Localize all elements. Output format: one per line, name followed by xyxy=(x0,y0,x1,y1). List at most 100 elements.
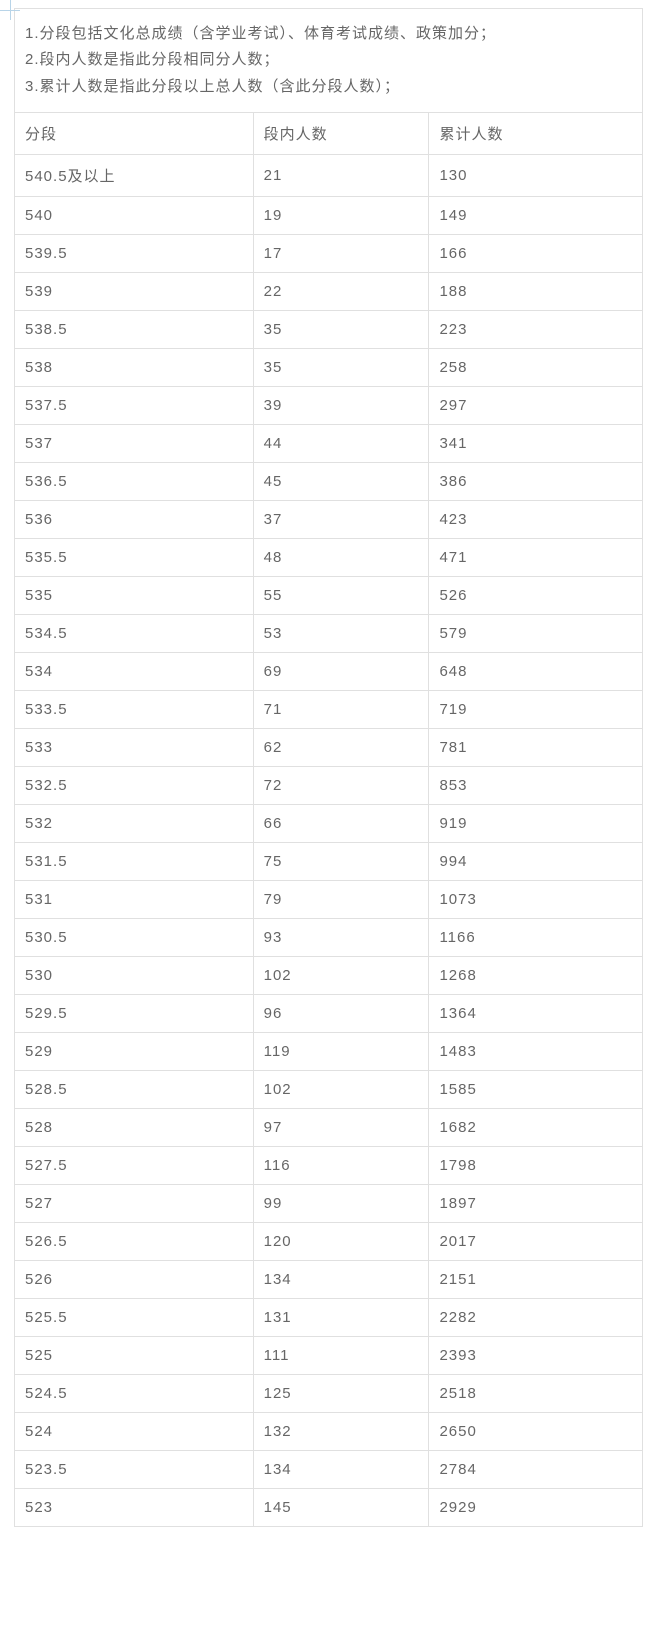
cell-band-count: 79 xyxy=(253,880,429,918)
cell-score-band: 528 xyxy=(15,1108,254,1146)
table-row: 53469648 xyxy=(15,652,643,690)
cell-cumulative-count: 1073 xyxy=(429,880,643,918)
cell-band-count: 21 xyxy=(253,154,429,196)
cell-cumulative-count: 853 xyxy=(429,766,643,804)
cell-score-band: 531.5 xyxy=(15,842,254,880)
cell-score-band: 532 xyxy=(15,804,254,842)
cell-cumulative-count: 1897 xyxy=(429,1184,643,1222)
cell-cumulative-count: 2282 xyxy=(429,1298,643,1336)
cell-cumulative-count: 719 xyxy=(429,690,643,728)
cell-score-band: 529.5 xyxy=(15,994,254,1032)
cell-band-count: 96 xyxy=(253,994,429,1032)
cell-cumulative-count: 2929 xyxy=(429,1488,643,1526)
cell-cumulative-count: 648 xyxy=(429,652,643,690)
table-row: 536.545386 xyxy=(15,462,643,500)
cell-score-band: 527 xyxy=(15,1184,254,1222)
cell-score-band: 535.5 xyxy=(15,538,254,576)
cell-band-count: 99 xyxy=(253,1184,429,1222)
cell-cumulative-count: 1268 xyxy=(429,956,643,994)
table-row: 523.51342784 xyxy=(15,1450,643,1488)
cell-score-band: 534.5 xyxy=(15,614,254,652)
cell-score-band: 530.5 xyxy=(15,918,254,956)
cell-band-count: 66 xyxy=(253,804,429,842)
cell-cumulative-count: 258 xyxy=(429,348,643,386)
cell-score-band: 540.5及以上 xyxy=(15,154,254,196)
cell-band-count: 22 xyxy=(253,272,429,310)
table-row: 527.51161798 xyxy=(15,1146,643,1184)
cell-band-count: 75 xyxy=(253,842,429,880)
cell-score-band: 533 xyxy=(15,728,254,766)
cell-cumulative-count: 526 xyxy=(429,576,643,614)
table-row: 528.51021585 xyxy=(15,1070,643,1108)
cell-band-count: 93 xyxy=(253,918,429,956)
cell-band-count: 19 xyxy=(253,196,429,234)
table-row: 524.51252518 xyxy=(15,1374,643,1412)
table-row: 5261342151 xyxy=(15,1260,643,1298)
cell-band-count: 17 xyxy=(253,234,429,272)
cell-score-band: 533.5 xyxy=(15,690,254,728)
col-header-score-band: 分段 xyxy=(15,112,254,154)
table-row: 53555526 xyxy=(15,576,643,614)
table-row: 535.548471 xyxy=(15,538,643,576)
cell-band-count: 132 xyxy=(253,1412,429,1450)
cell-band-count: 72 xyxy=(253,766,429,804)
cell-cumulative-count: 166 xyxy=(429,234,643,272)
cell-band-count: 102 xyxy=(253,956,429,994)
table-row: 529.5961364 xyxy=(15,994,643,1032)
cell-cumulative-count: 149 xyxy=(429,196,643,234)
table-row: 53637423 xyxy=(15,500,643,538)
cell-band-count: 35 xyxy=(253,348,429,386)
cell-band-count: 145 xyxy=(253,1488,429,1526)
table-row: 538.535223 xyxy=(15,310,643,348)
cell-band-count: 48 xyxy=(253,538,429,576)
cell-band-count: 69 xyxy=(253,652,429,690)
score-distribution-table: 分段 段内人数 累计人数 540.5及以上2113054019149539.51… xyxy=(14,112,643,1527)
cell-cumulative-count: 1585 xyxy=(429,1070,643,1108)
table-row: 53922188 xyxy=(15,272,643,310)
cell-cumulative-count: 423 xyxy=(429,500,643,538)
cell-score-band: 525 xyxy=(15,1336,254,1374)
note-line-1: 1.分段包括文化总成绩（含学业考试）、体育考试成绩、政策加分； xyxy=(25,21,632,47)
cell-score-band: 538 xyxy=(15,348,254,386)
table-row: 53266919 xyxy=(15,804,643,842)
cell-band-count: 44 xyxy=(253,424,429,462)
table-row: 5251112393 xyxy=(15,1336,643,1374)
cell-band-count: 111 xyxy=(253,1336,429,1374)
table-row: 539.517166 xyxy=(15,234,643,272)
cell-score-band: 538.5 xyxy=(15,310,254,348)
cell-band-count: 102 xyxy=(253,1070,429,1108)
table-row: 525.51312282 xyxy=(15,1298,643,1336)
cell-cumulative-count: 2017 xyxy=(429,1222,643,1260)
table-row: 537.539297 xyxy=(15,386,643,424)
table-row: 54019149 xyxy=(15,196,643,234)
cell-score-band: 527.5 xyxy=(15,1146,254,1184)
table-row: 531.575994 xyxy=(15,842,643,880)
cell-score-band: 526.5 xyxy=(15,1222,254,1260)
cell-band-count: 116 xyxy=(253,1146,429,1184)
cell-cumulative-count: 2393 xyxy=(429,1336,643,1374)
cell-band-count: 62 xyxy=(253,728,429,766)
cell-score-band: 525.5 xyxy=(15,1298,254,1336)
notes-block: 1.分段包括文化总成绩（含学业考试）、体育考试成绩、政策加分； 2.段内人数是指… xyxy=(14,8,643,112)
table-row: 5241322650 xyxy=(15,1412,643,1450)
cell-score-band: 524.5 xyxy=(15,1374,254,1412)
table-row: 533.571719 xyxy=(15,690,643,728)
table-header-row: 分段 段内人数 累计人数 xyxy=(15,112,643,154)
cell-score-band: 523.5 xyxy=(15,1450,254,1488)
cell-score-band: 534 xyxy=(15,652,254,690)
cell-score-band: 535 xyxy=(15,576,254,614)
cell-band-count: 125 xyxy=(253,1374,429,1412)
cell-cumulative-count: 471 xyxy=(429,538,643,576)
cell-cumulative-count: 386 xyxy=(429,462,643,500)
cell-score-band: 537.5 xyxy=(15,386,254,424)
cell-band-count: 35 xyxy=(253,310,429,348)
cell-score-band: 532.5 xyxy=(15,766,254,804)
cell-band-count: 134 xyxy=(253,1450,429,1488)
cell-score-band: 524 xyxy=(15,1412,254,1450)
cell-cumulative-count: 2784 xyxy=(429,1450,643,1488)
cell-score-band: 539 xyxy=(15,272,254,310)
cell-band-count: 53 xyxy=(253,614,429,652)
cell-cumulative-count: 919 xyxy=(429,804,643,842)
table-row: 5301021268 xyxy=(15,956,643,994)
table-row: 532.572853 xyxy=(15,766,643,804)
